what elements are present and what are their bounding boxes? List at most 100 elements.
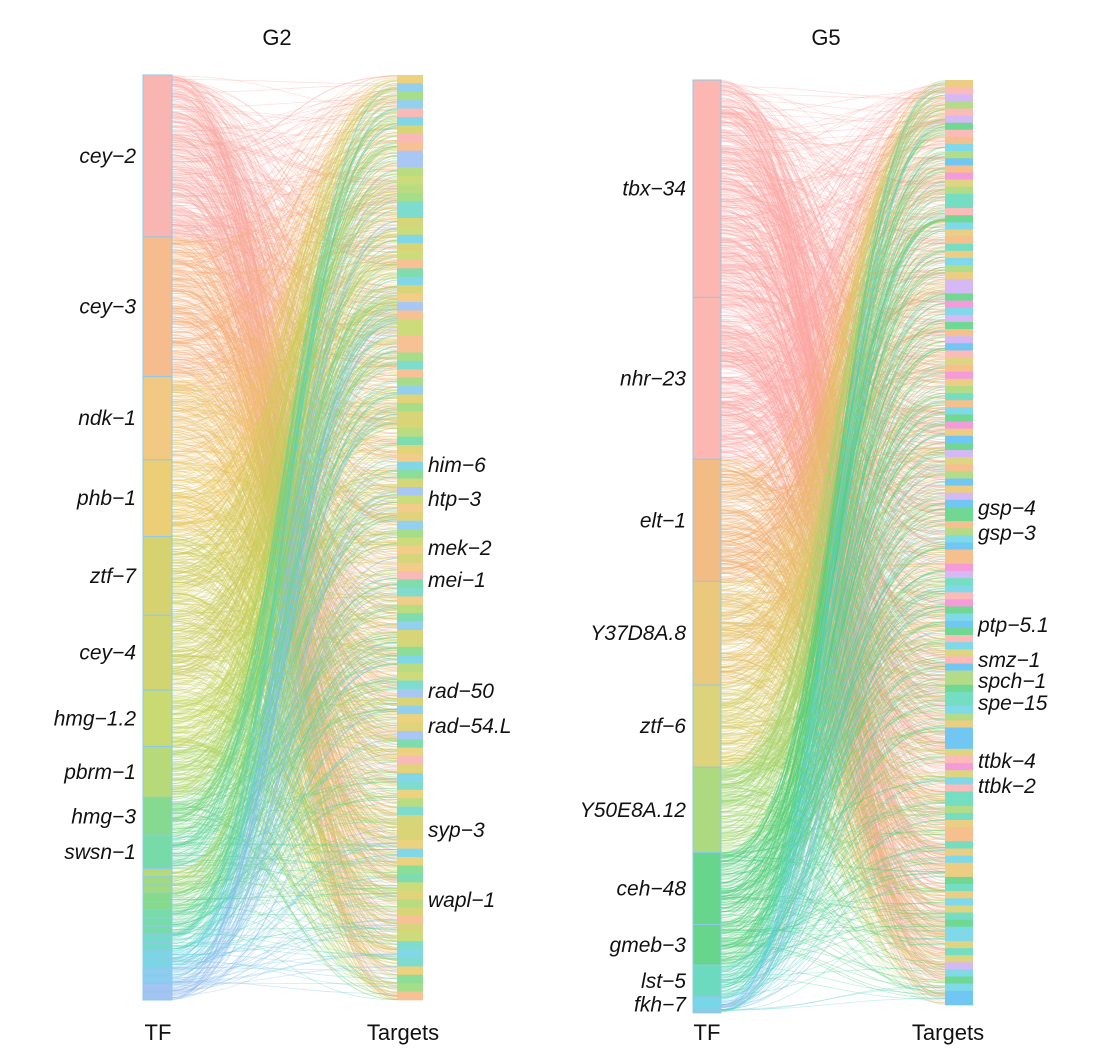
flow-line [171,615,398,715]
flow-line [171,214,398,934]
target-bar [397,167,423,177]
flow-line [171,382,398,950]
flow-line [720,285,946,954]
flow-line [171,423,398,871]
flow-line [171,442,398,477]
flow-line [171,111,398,657]
flow-line [171,717,398,733]
flow-line [171,263,398,482]
flow-line [171,297,398,366]
flow-line [171,673,398,839]
target-bar [397,108,423,118]
target-bar [945,286,973,294]
flow-line [171,422,398,847]
flow-line [171,411,398,883]
flow-line [171,318,398,724]
flow-line [171,350,398,428]
flow-line [171,101,398,230]
flow-line [171,319,398,999]
flow-line [171,137,398,737]
flow-line [171,486,398,952]
flow-line [171,778,398,873]
flow-line [171,708,398,822]
flow-line [171,295,398,906]
flow-line [171,233,398,299]
flow-line [171,187,398,754]
target-bar [945,741,973,750]
flow-line [171,180,398,404]
flow-line [171,249,398,894]
flow-line [171,208,398,265]
target-bar [397,251,423,261]
flow-line [171,260,398,324]
flow-line [171,235,398,361]
target-bar [945,407,973,415]
flow-line [171,179,398,190]
flow-line [171,848,398,915]
flow-line [171,748,398,893]
flow-line [171,328,398,580]
flow-line [171,86,398,739]
flow-line [171,780,398,886]
target-bar [945,414,973,422]
flow-line [171,619,398,921]
flow-line [171,627,398,632]
flow-line [171,826,398,983]
tf-bar-hmg-1-2 [142,689,173,747]
flow-line [171,657,398,906]
flow-line [171,323,398,808]
flow-line [171,571,398,730]
flow-line [171,164,398,558]
flow-line [171,487,398,738]
flow-line [171,207,398,228]
target-bar [397,907,423,917]
flow-line [171,192,398,860]
flow-line [171,305,398,866]
flow-line [171,540,398,573]
flow-line [171,224,398,668]
flow-line [171,262,398,275]
flow-line [171,418,398,923]
flow-line [171,136,398,294]
flow-line [171,599,398,982]
flow-line [171,451,398,469]
flow-line [171,316,398,978]
flow-line [171,550,398,997]
flow-line [171,361,398,766]
target-bar [397,646,423,656]
flow-line [171,408,398,551]
flow-line [171,680,398,827]
flow-line [171,415,398,724]
flow-line [171,602,398,834]
target-bar [945,727,973,735]
flow-line [171,618,398,643]
flow-line [171,699,398,737]
flow-line [171,77,398,565]
flow-line [171,176,398,748]
flow-line [171,384,398,839]
target-bar [945,663,973,671]
flow-line [171,171,398,221]
flow-line [171,592,398,864]
flow-line [171,419,398,580]
flow-line [171,186,398,556]
flow-line [171,713,398,751]
target-bar [397,453,423,463]
flow-line [171,500,398,707]
flow-line [171,730,398,795]
flow-line [171,88,398,421]
flow-line [171,687,398,753]
tf-bar [142,892,173,902]
flow-line [171,121,398,442]
flow-line [171,479,398,625]
target-bar [397,596,423,606]
flow-line [171,304,398,918]
flow-line [171,826,398,877]
flow-line [171,100,398,147]
flow-line [171,231,398,522]
flow-line [171,289,398,721]
flow-line [171,642,398,805]
flow-line [171,143,398,727]
flow-line [171,577,398,950]
flow-line [171,391,398,755]
